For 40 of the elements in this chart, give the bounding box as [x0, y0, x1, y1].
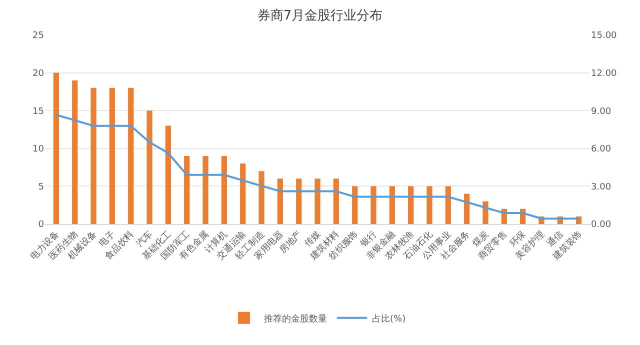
bar [445, 186, 451, 224]
bar [464, 194, 470, 224]
bar [370, 186, 376, 224]
bar [240, 164, 246, 224]
y2-tick-label: 15.00 [591, 31, 618, 42]
bar [90, 88, 96, 224]
y-tick-label: 15 [32, 106, 44, 117]
chart-title: 券商7月金股行业分布 [257, 8, 383, 24]
y-tick-label: 0 [38, 220, 44, 230]
y-tick-label: 25 [32, 31, 44, 42]
bar [53, 72, 59, 224]
y2-tick-label: 6.00 [591, 144, 612, 155]
bar [128, 88, 134, 224]
bar [352, 186, 358, 224]
bar [258, 171, 264, 224]
y-tick-label: 20 [32, 68, 44, 79]
bar [482, 201, 488, 224]
bar [165, 126, 171, 224]
bar [277, 178, 283, 224]
y2-tick-label: 3.00 [591, 182, 612, 192]
line-series [55, 114, 580, 220]
bar [314, 178, 320, 224]
bar [221, 156, 227, 224]
y-tick-label: 5 [38, 182, 44, 192]
bar [109, 88, 115, 224]
bar [202, 156, 208, 224]
bar [296, 178, 302, 224]
bar [408, 186, 414, 224]
legend-label: 占比(%) [372, 313, 406, 324]
bar [333, 178, 339, 224]
y2-tick-label: 0.00 [591, 220, 612, 230]
y-tick-label: 10 [32, 144, 44, 155]
bar [426, 186, 432, 224]
legend-label: 推荐的金股数量 [264, 313, 327, 324]
bar [146, 110, 152, 224]
y2-tick-label: 12.00 [591, 68, 618, 79]
bar [184, 156, 190, 224]
bar [389, 186, 395, 224]
bar [72, 80, 78, 224]
y2-tick-label: 9.00 [591, 106, 612, 117]
